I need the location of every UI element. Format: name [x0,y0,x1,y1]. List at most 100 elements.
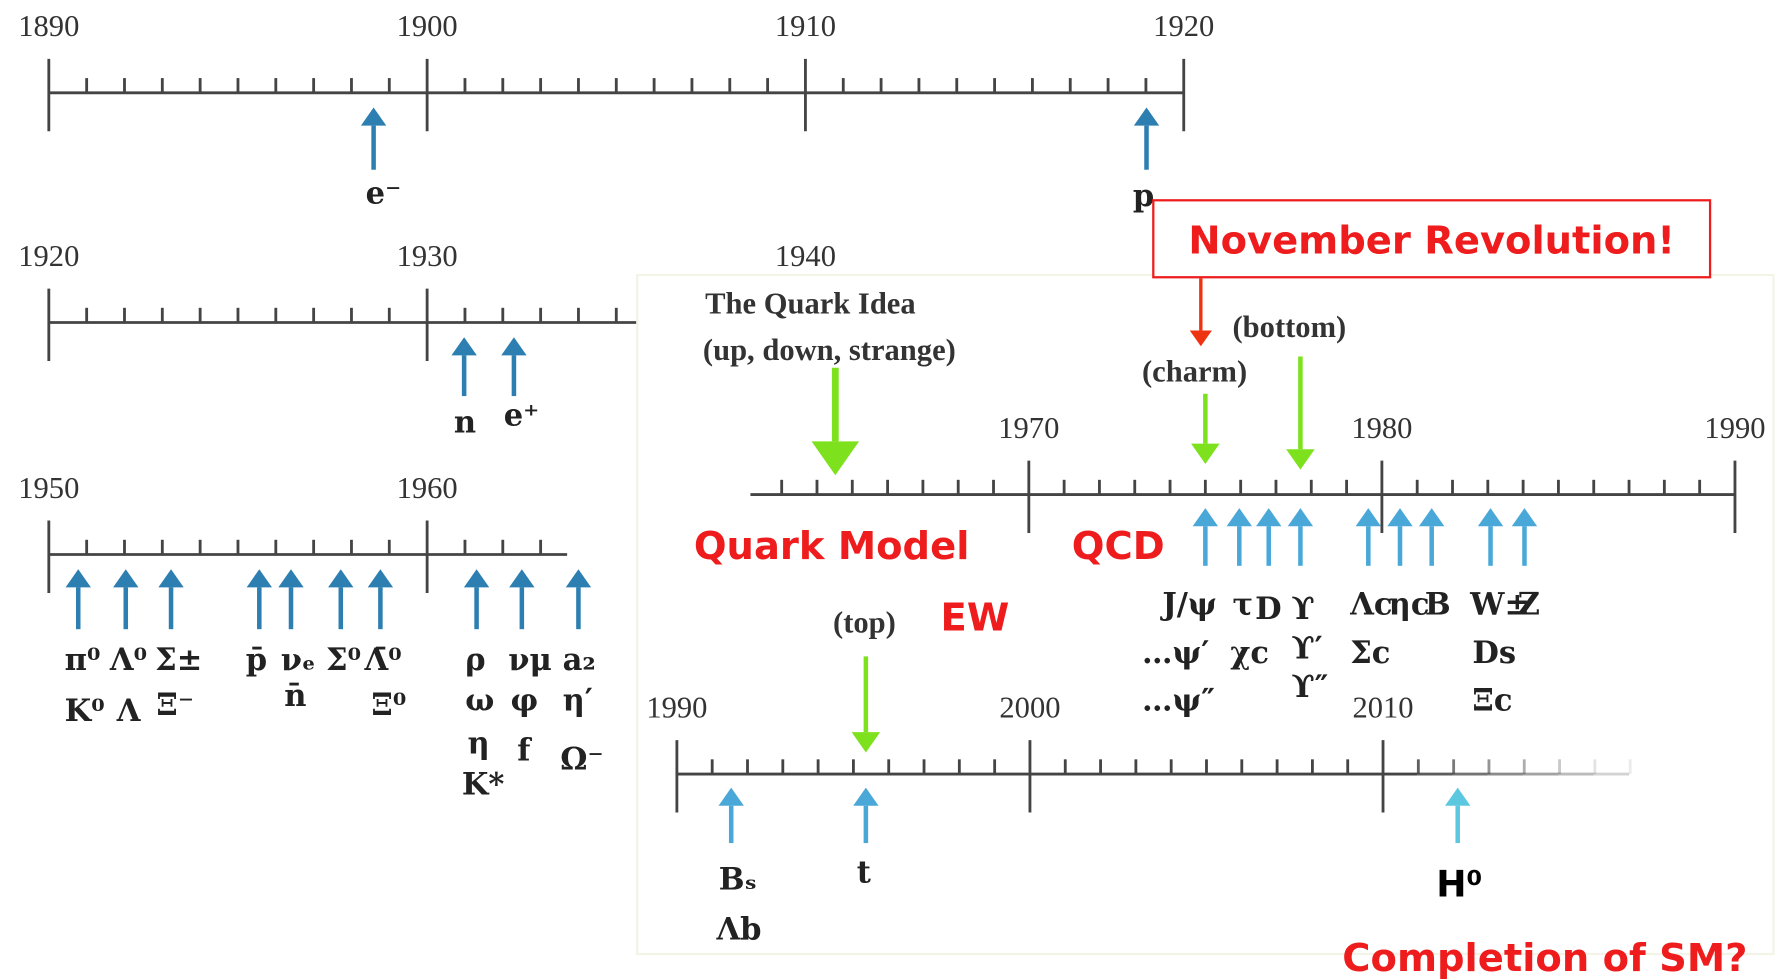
particle-label: K⁰ [65,693,105,729]
particle-label: Λ [116,693,142,729]
particle-label: e⁻ [366,176,402,212]
timeline-axis [750,460,1737,534]
arrow-head [1387,508,1413,527]
particle-label: Λb [715,911,761,947]
arrow-head [463,569,490,588]
arrow-head [565,569,592,588]
particle-label: νₑ [281,642,316,678]
arrow-head [1286,449,1315,470]
year-label: 1980 [1351,411,1412,445]
particle-label: …ψ″ [1142,683,1215,719]
year-label: 1890 [18,9,79,43]
arrow-head [501,337,527,356]
year-label: 2000 [999,690,1060,724]
november-label: November Revolution! [1188,218,1675,263]
year-label: 1920 [1153,9,1214,43]
arrow-head [65,569,91,588]
year-label: 1900 [397,9,458,43]
arrow-head [1191,443,1220,464]
arrow-head [360,107,387,126]
particle-label: ϒ″ [1291,669,1328,705]
particle-label: Z [1518,586,1540,622]
particle-label: H⁰ [1436,862,1482,905]
particle-label: Bₛ [719,861,757,897]
year-label: 1940 [775,239,836,273]
particle-label: B [1425,586,1451,622]
particle-label: t [857,855,871,891]
particle-label: n [454,404,476,440]
timeline-axis [47,58,1186,132]
arrow-head [246,569,272,588]
arrow-head [1419,508,1445,527]
year-label: 1970 [998,411,1059,445]
arrow-head [1192,508,1219,527]
particle-label: ϒ′ [1291,631,1322,667]
quark-idea-line2: (up, down, strange) [703,333,956,367]
bottom-label: (bottom) [1233,310,1347,344]
quark-idea-line1: The Quark Idea [705,286,915,320]
arrow-head [1477,508,1504,527]
particle-label: J/ψ [1159,586,1216,622]
particle-label: D [1255,591,1282,627]
qcd-label: QCD [1072,524,1165,569]
arrow-head [328,569,354,588]
timeline-axis [47,520,568,593]
arrow-head [278,569,304,588]
particle-label: η [468,726,490,762]
arrow-head [113,569,139,588]
particle-label: Σ± [155,642,202,678]
particle-label: Σc [1350,635,1390,671]
arrow-head [851,732,881,753]
completion-label: Completion of SM? [1342,936,1747,980]
particle-label: W± [1469,586,1530,622]
quark-model-label: Quark Model [694,524,970,569]
arrow-head [451,337,477,356]
year-label: 1990 [646,690,707,724]
year-label: 2010 [1352,690,1413,724]
particle-label: ρ [465,642,485,678]
particle-label: Ξ⁰ [371,687,406,723]
charm-label: (charm) [1142,354,1247,388]
particle-label: a₂ [563,642,596,678]
particle-label: K* [462,766,505,802]
arrow-head [367,569,394,588]
particle-label: π⁰ [65,642,101,678]
year-label: 1930 [397,239,458,273]
particle-label: Ω⁻ [560,742,603,778]
particle-label: ω [465,683,494,719]
arrow-head [1256,508,1282,527]
arrow-head [158,569,184,588]
arrow-head [509,569,535,588]
modern-timelines: 1970 1980 1990 1990 2000 2010 J/ψ …ψ′ …ψ″ τ χc D ϒ ϒ′… [646,356,1766,947]
particle-label: Ξc [1472,683,1512,719]
arrow-head [1226,508,1252,527]
year-label: 1960 [397,471,458,505]
year-label: 1910 [775,9,836,43]
particle-label: Ξ⁻ [156,687,194,723]
arrow-head [811,441,860,476]
particle-label: Λ⁰ [109,642,147,678]
particle-label: χc [1230,635,1269,671]
particle-label: Λ̄⁰ [364,642,402,678]
year-label: 1950 [18,471,79,505]
particle-label: ηc [1389,586,1430,622]
particle-label: νμ [508,642,552,678]
particle-label: n̄ [284,678,306,714]
particle-label: τ [1233,586,1254,622]
particle-label: f [517,732,532,768]
particle-label: Ds [1472,635,1516,671]
year-label: 1920 [18,239,79,273]
particle-label: …ψ′ [1142,635,1209,671]
ew-label: EW [941,595,1010,640]
modern-panel [636,273,1775,956]
particle-label: Σ⁰ [326,642,361,678]
particle-label: p [1133,178,1154,214]
arrow-head [1511,508,1538,527]
arrow-head [1133,107,1160,126]
arrow-head [1355,508,1381,527]
particle-label: e⁺ [504,397,540,433]
particle-label: p̄ [246,642,267,678]
arrow-head [1189,330,1212,347]
year-label: 1990 [1704,411,1765,445]
